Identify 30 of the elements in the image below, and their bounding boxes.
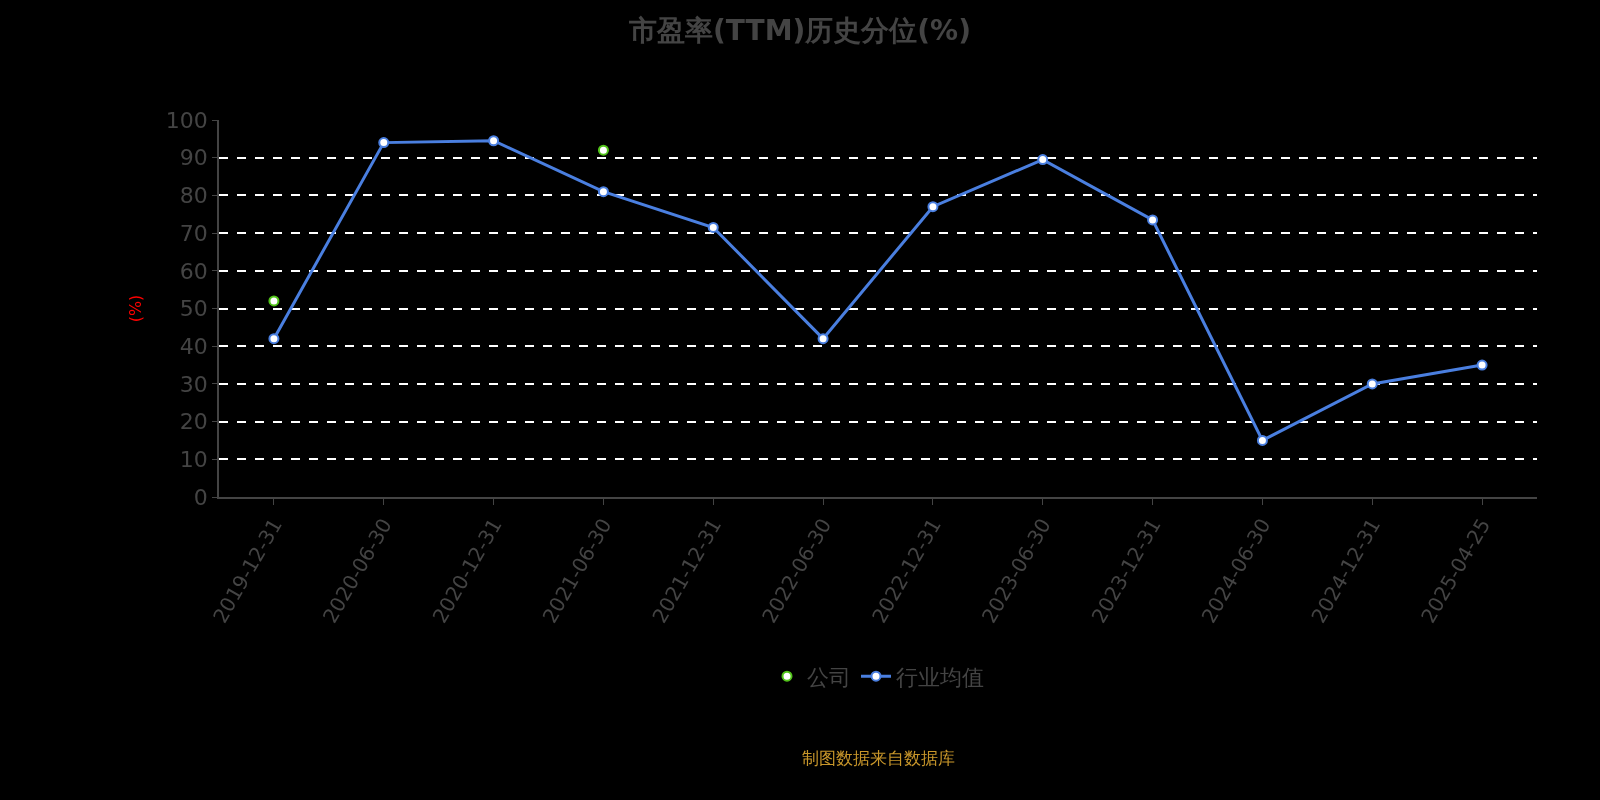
point [1037,154,1049,166]
y-axis-title: (%) [126,294,146,323]
y-tick-label: 80 [179,183,208,209]
y-tick-label: 50 [179,296,208,322]
y-tick-label: 30 [179,371,208,397]
point [1476,359,1488,371]
point [1256,434,1268,446]
y-tick-label: 40 [179,333,208,359]
y-tick-label: 60 [179,258,208,284]
chart-title: 市盈率(TTM)历史分位(%) [628,13,971,47]
point [378,137,390,149]
y-tick-label: 0 [193,484,208,510]
point [817,333,829,345]
point [1366,378,1378,390]
text: 制图数据来自数据库 [802,748,955,768]
point [927,201,939,213]
legend-label: 行业均值 [896,664,984,690]
point [597,186,609,198]
y-tick-label: 10 [179,447,208,472]
point [597,144,609,156]
y-tick-label: 90 [179,145,208,171]
point [707,221,719,233]
point [1147,214,1159,226]
y-tick-label: 20 [179,409,208,435]
y-tick-label: 100 [165,107,208,133]
legend-label: 公司 [807,664,851,690]
point [268,295,280,307]
point [268,333,280,345]
y-tick-label: 70 [179,220,208,246]
point [488,135,500,147]
